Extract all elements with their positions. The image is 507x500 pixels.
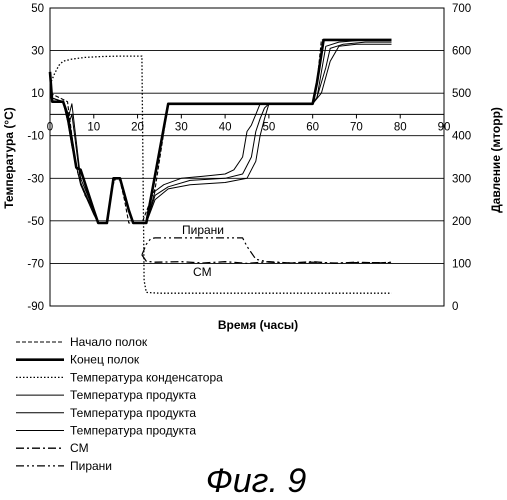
y-right-tick-label: 300 [452, 173, 471, 185]
legend-label: Начало полок [70, 335, 148, 349]
y-left-tick-label: -30 [27, 173, 44, 185]
series-line [50, 44, 392, 223]
x-tick-label: 40 [219, 121, 232, 133]
legend-label: Температура конденсатора [70, 370, 223, 384]
axes [50, 8, 444, 306]
y-right-tick-label: 400 [452, 131, 471, 143]
y-right-tick-label: 0 [452, 301, 458, 313]
x-tick-label: 50 [262, 121, 275, 133]
annotation-cm: CM [193, 265, 212, 279]
x-tick-label: 20 [131, 121, 144, 133]
x-tick-label: 30 [175, 121, 188, 133]
y-left-tick-label: -50 [27, 216, 44, 228]
y-right-tick-label: 600 [452, 46, 471, 58]
y-right-tick-label: 200 [452, 216, 471, 228]
y-right-tick-label: 100 [452, 258, 471, 270]
x-tick-label: 70 [350, 121, 363, 133]
legend-label: Температура продукта [70, 388, 196, 402]
y-right-tick-label: 500 [452, 88, 471, 100]
x-tick-label: 80 [394, 121, 407, 133]
x-tick-label: 60 [306, 121, 319, 133]
legend-label: Температура продукта [70, 424, 196, 438]
y-left-tick-label: 50 [31, 3, 44, 15]
annotation-pirani: Пирани [182, 223, 224, 237]
legend-label: CM [70, 441, 89, 455]
x-tick-label: 10 [87, 121, 100, 133]
y-left-tick-label: -90 [27, 301, 44, 313]
x-axis-title: Время (часы) [218, 318, 298, 332]
y-left-axis-title: Температура (°C) [2, 107, 16, 209]
y-left-tick-label: 10 [31, 88, 44, 100]
y-right-tick-label: 700 [452, 3, 471, 15]
legend-label: Пирани [70, 459, 112, 473]
y-left-tick-label: -10 [27, 131, 44, 143]
series-line [142, 238, 392, 263]
y-right-axis-title: Давление (мторр) [489, 107, 503, 213]
grid [50, 51, 444, 264]
legend-label: Конец полок [70, 353, 140, 367]
tick-labels: 503010-10-30-50-70-907006005004003002001… [27, 3, 471, 313]
plot-frame [50, 8, 444, 306]
x-tick-label: 90 [438, 121, 451, 133]
x-tick-label: 0 [47, 121, 53, 133]
y-left-tick-label: -70 [27, 258, 44, 270]
legend-label: Температура продукта [70, 406, 196, 420]
y-left-tick-label: 30 [31, 46, 44, 58]
series-group [50, 40, 392, 293]
legend: Начало полок Конец полок Температура конде… [16, 335, 223, 473]
figure-caption: Фиг. 9 [206, 462, 307, 500]
